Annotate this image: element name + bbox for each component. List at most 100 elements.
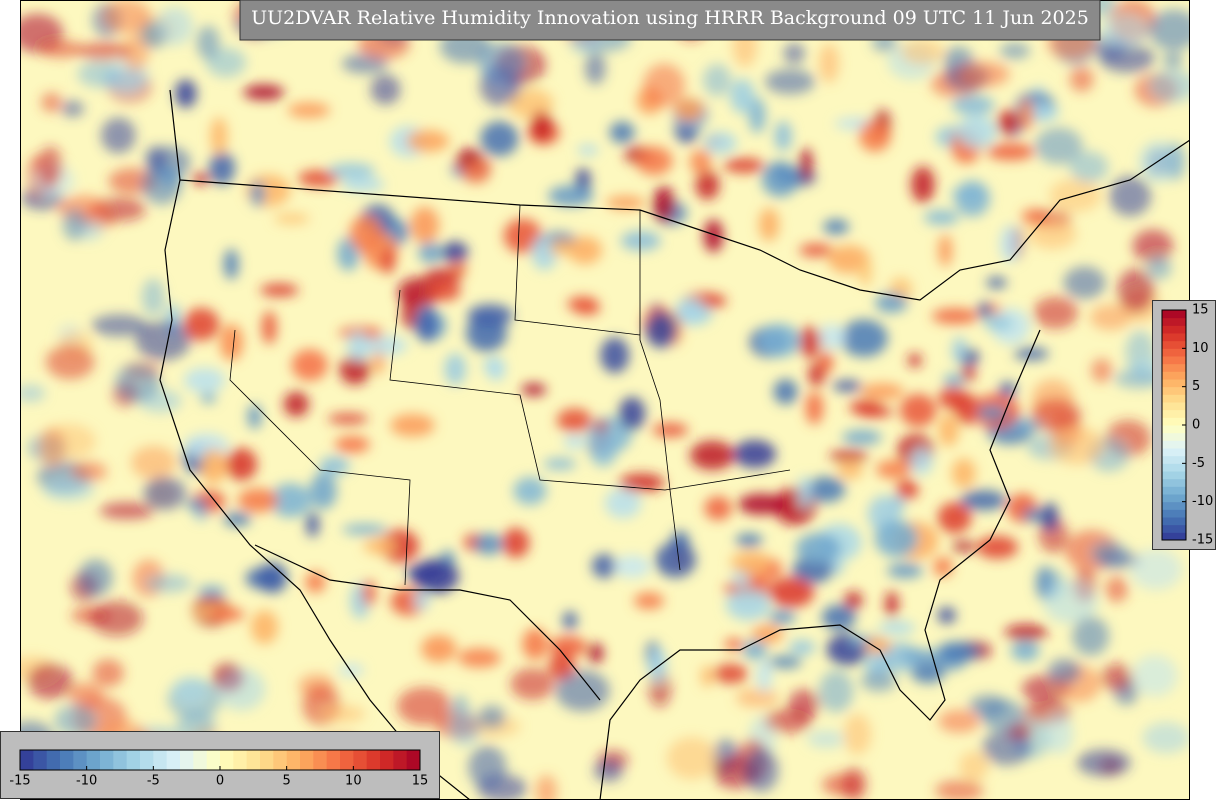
innovation-field — [20, 0, 1190, 800]
field-blob — [700, 665, 714, 687]
colorbar-step — [86, 750, 101, 770]
field-blob — [795, 533, 842, 564]
field-blob — [1132, 655, 1178, 697]
field-blob — [703, 131, 737, 155]
field-blob — [210, 117, 228, 156]
field-blob — [237, 488, 279, 513]
field-blob — [42, 476, 95, 501]
colorbar-step — [100, 750, 114, 770]
field-blob — [909, 447, 933, 476]
field-blob — [135, 320, 191, 361]
field-blob — [1089, 304, 1132, 331]
field-blob — [37, 40, 85, 58]
field-blob — [573, 302, 601, 315]
colorbar-step — [1162, 432, 1186, 441]
field-blob — [891, 493, 905, 513]
field-blob — [588, 429, 618, 467]
field-blob — [131, 445, 177, 480]
field-blob — [875, 459, 912, 479]
field-blob — [257, 562, 288, 594]
field-blob — [860, 669, 897, 692]
colorbar-step — [1162, 532, 1186, 541]
field-blob — [115, 363, 161, 402]
field-blob — [260, 283, 299, 297]
field-blob — [605, 195, 646, 210]
field-blob — [798, 475, 812, 510]
colorbar-step — [1162, 440, 1186, 449]
colorbar-step — [1162, 402, 1186, 411]
field-blob — [1148, 69, 1190, 103]
colorbar-step — [1162, 494, 1186, 503]
field-blob — [645, 311, 677, 349]
field-blob — [319, 705, 366, 723]
colorbar-step — [60, 750, 74, 770]
field-blob — [748, 97, 766, 134]
field-blob — [983, 316, 1013, 331]
colorbar-tick-label: -5 — [1192, 456, 1205, 471]
colorbar-step — [180, 750, 194, 770]
colorbar-tick-label: 15 — [412, 774, 429, 789]
field-blob — [704, 496, 732, 521]
field-blob — [689, 440, 735, 471]
colorbar-step — [1162, 448, 1186, 457]
field-blob — [902, 649, 942, 663]
field-blob — [768, 577, 815, 608]
field-blob — [695, 170, 720, 200]
field-blob — [426, 279, 461, 302]
colorbar-step — [246, 750, 261, 770]
colorbar-step — [193, 750, 208, 770]
field-blob — [548, 239, 577, 256]
field-blob — [910, 661, 946, 684]
field-blob — [604, 488, 642, 519]
colorbar-step — [1162, 425, 1186, 434]
field-blob — [837, 460, 864, 480]
field-blob — [951, 458, 976, 489]
field-blob — [250, 610, 279, 644]
field-blob — [287, 102, 331, 119]
field-blob — [874, 520, 919, 558]
field-blob — [591, 553, 617, 579]
field-blob — [613, 555, 651, 578]
field-blob — [405, 564, 446, 581]
field-blob — [20, 384, 46, 402]
field-blob — [764, 68, 816, 95]
field-blob — [666, 737, 717, 780]
field-blob — [327, 413, 369, 424]
colorbar-step — [1162, 371, 1186, 380]
colorbar-step — [140, 750, 154, 770]
field-blob — [1146, 256, 1172, 280]
field-blob — [588, 642, 604, 664]
field-blob — [843, 713, 872, 755]
field-blob — [143, 476, 187, 510]
field-blob — [567, 236, 603, 265]
field-blob — [1114, 369, 1162, 389]
field-blob — [1077, 749, 1131, 777]
field-blob — [938, 414, 959, 447]
colorbar-step — [1162, 524, 1186, 533]
field-blob — [102, 0, 151, 34]
field-blob — [652, 422, 689, 438]
colorbar-step — [406, 750, 421, 770]
field-blob — [999, 382, 1017, 397]
field-blob — [549, 636, 587, 657]
field-blob — [305, 571, 326, 593]
colorbar-step — [1162, 517, 1186, 526]
field-blob — [635, 146, 673, 176]
field-blob — [306, 511, 320, 538]
field-blob — [1048, 426, 1105, 465]
field-blob — [90, 600, 143, 636]
field-blob — [633, 592, 664, 610]
field-blob — [952, 336, 967, 364]
colorbar-step — [166, 750, 181, 770]
field-blob — [555, 670, 610, 712]
colorbar-step — [1162, 409, 1186, 418]
field-blob — [907, 353, 922, 368]
field-blob — [380, 529, 419, 563]
field-blob — [421, 634, 457, 663]
colorbar-step — [273, 750, 288, 770]
colorbar-tick-label: -10 — [76, 774, 97, 789]
field-blob — [1069, 66, 1094, 92]
field-blob — [799, 148, 813, 181]
colorbar-step — [1162, 363, 1186, 372]
colorbar-step — [326, 750, 341, 770]
